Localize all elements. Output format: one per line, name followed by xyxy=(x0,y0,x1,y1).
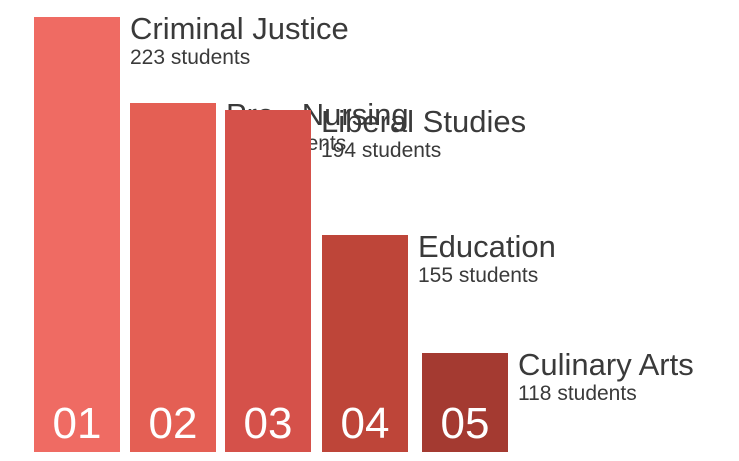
bar-1: 01 xyxy=(34,17,120,452)
category-label: Culinary Arts xyxy=(518,347,694,382)
bar-label-group: Liberal Studies 194 students xyxy=(321,105,526,163)
bar-label-group: Education 155 students xyxy=(418,230,556,288)
category-label: Education xyxy=(418,229,556,264)
value-label: 118 students xyxy=(518,382,637,405)
rank-label: 02 xyxy=(148,399,198,448)
rank-label: 04 xyxy=(340,399,390,448)
category-label: Criminal Justice xyxy=(130,11,349,46)
bar-2: 02 xyxy=(130,103,216,452)
bar-label-group: Culinary Arts 118 students xyxy=(518,348,694,406)
rank-label: 03 xyxy=(243,399,293,448)
bar-label-group: Criminal Justice 223 students xyxy=(130,12,349,70)
value-label: 223 students xyxy=(130,46,251,69)
bar-5: 05 xyxy=(422,353,508,452)
value-label: 155 students xyxy=(418,264,539,287)
bar-4: 04 xyxy=(322,235,408,452)
value-label: 194 students xyxy=(321,139,442,162)
bar-3: 03 xyxy=(225,110,311,452)
rank-label: 05 xyxy=(440,399,490,448)
category-label: Liberal Studies xyxy=(321,104,527,139)
rank-label: 01 xyxy=(52,399,102,448)
